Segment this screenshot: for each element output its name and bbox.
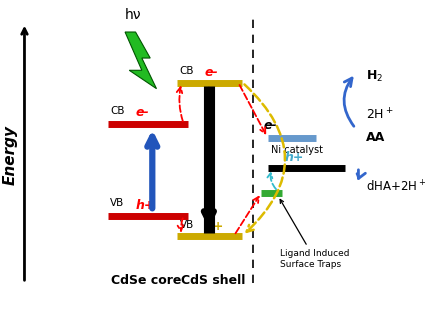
FancyArrowPatch shape [244, 84, 285, 232]
Text: h+: h+ [135, 199, 155, 212]
Text: Ligand Induced
Surface Traps: Ligand Induced Surface Traps [280, 199, 350, 269]
Text: H$_2$: H$_2$ [366, 69, 383, 84]
Text: CdSe core: CdSe core [111, 273, 181, 286]
Text: e-: e- [263, 119, 277, 132]
Text: VB: VB [110, 198, 125, 208]
Text: CB: CB [180, 66, 194, 76]
Text: e-: e- [135, 106, 149, 119]
Text: CB: CB [110, 106, 125, 116]
Text: 2H$^+$: 2H$^+$ [366, 107, 394, 122]
FancyArrowPatch shape [357, 170, 365, 179]
Text: hν: hν [125, 8, 142, 22]
Text: VB: VB [180, 219, 194, 230]
Polygon shape [125, 32, 156, 89]
Text: h+: h+ [205, 220, 224, 233]
Text: Ni catalyst: Ni catalyst [271, 145, 323, 155]
Text: Energy: Energy [3, 125, 18, 184]
Text: AA: AA [366, 131, 385, 144]
Text: CdS shell: CdS shell [181, 273, 245, 286]
Text: e-: e- [205, 66, 219, 79]
Text: dHA+2H$^+$: dHA+2H$^+$ [366, 179, 426, 194]
FancyArrowPatch shape [344, 78, 354, 126]
Text: h+: h+ [284, 151, 304, 164]
